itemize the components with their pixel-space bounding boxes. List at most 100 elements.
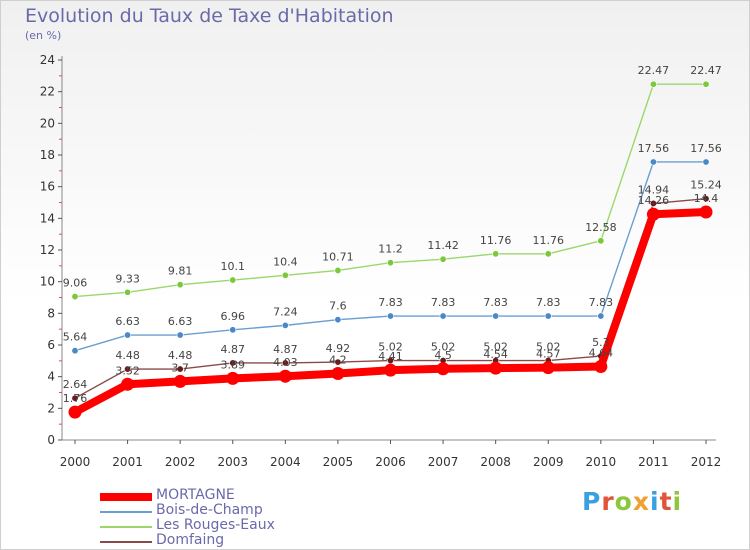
data-point-mortagne: [68, 405, 82, 419]
data-point-les-rouges-eaux: [492, 250, 500, 258]
y-tick-label: 20: [40, 116, 55, 130]
data-point-bois-de-champ: [649, 158, 657, 166]
y-tick-label: 22: [40, 85, 55, 99]
data-label-mortagne: 3.52: [115, 364, 140, 377]
data-label-mortagne: 14.26: [638, 194, 670, 207]
legend-swatch: [100, 526, 152, 528]
data-point-les-rouges-eaux: [176, 281, 184, 289]
logo-letter: i: [650, 487, 660, 516]
legend-swatch: [100, 493, 152, 501]
data-label-domfaing: 5.3: [592, 336, 610, 349]
data-point-les-rouges-eaux: [702, 80, 710, 88]
data-label-domfaing: 5.02: [431, 341, 456, 354]
chart-subtitle: (en %): [25, 29, 62, 42]
y-tick-label: 12: [40, 243, 55, 257]
logo-letter: o: [614, 487, 633, 516]
y-tick-label: 16: [40, 180, 55, 194]
data-point-domfaing: [176, 365, 184, 373]
legend-swatch: [100, 541, 152, 543]
data-label-domfaing: 4.87: [221, 343, 246, 356]
data-point-bois-de-champ: [71, 347, 79, 355]
x-tick-label: 2000: [60, 455, 91, 469]
data-label-domfaing: 15.24: [690, 179, 722, 192]
data-point-bois-de-champ: [439, 312, 447, 320]
data-label-domfaing: 5.02: [536, 341, 561, 354]
y-tick-label: 14: [40, 211, 55, 225]
data-point-domfaing: [281, 359, 289, 367]
proxiti-logo: Proxiti: [582, 487, 682, 516]
data-label-les-rouges-eaux: 9.33: [115, 272, 140, 285]
data-label-domfaing: 4.48: [168, 349, 193, 362]
data-label-domfaing: 5.02: [483, 341, 508, 354]
data-point-domfaing: [124, 365, 132, 373]
data-label-mortagne: 3.89: [221, 358, 246, 371]
data-label-bois-de-champ: 5.64: [63, 331, 88, 344]
data-point-mortagne: [594, 360, 608, 374]
x-tick-label: 2004: [270, 455, 301, 469]
data-point-bois-de-champ: [492, 312, 500, 320]
data-label-domfaing: 4.48: [115, 349, 140, 362]
data-label-les-rouges-eaux: 22.47: [638, 64, 670, 77]
data-label-mortagne: 4.57: [536, 348, 561, 361]
x-tick-label: 2010: [586, 455, 617, 469]
y-tick-label: 0: [47, 433, 55, 447]
legend-label: Domfaing: [156, 532, 225, 548]
x-tick-label: 2008: [480, 455, 511, 469]
data-point-domfaing: [702, 195, 710, 203]
data-label-les-rouges-eaux: 11.2: [378, 243, 403, 256]
data-point-mortagne: [384, 363, 397, 377]
legend-item-bois-de-champ: Bois-de-Champ: [100, 502, 360, 519]
data-label-bois-de-champ: 7.83: [536, 296, 561, 309]
data-label-les-rouges-eaux: 9.06: [63, 277, 88, 290]
legend-swatch: [100, 511, 152, 513]
data-label-domfaing: 2.64: [63, 378, 88, 391]
data-point-domfaing: [229, 359, 237, 367]
chart-title: Evolution du Taux de Taxe d'Habitation: [25, 5, 394, 27]
data-point-bois-de-champ: [229, 326, 237, 334]
logo-letter: t: [659, 487, 673, 516]
data-label-bois-de-champ: 7.83: [378, 296, 403, 309]
data-label-les-rouges-eaux: 11.76: [480, 234, 512, 247]
legend-label: Les Rouges-Eaux: [156, 517, 275, 533]
data-point-bois-de-champ: [597, 312, 605, 320]
data-label-les-rouges-eaux: 10.1: [221, 260, 246, 273]
data-labels: 1.76 3.52 3.7 3.89 4.03 4.2 4.41 4.5 4.54 4.57 4.6…: [63, 64, 722, 405]
data-point-les-rouges-eaux: [544, 250, 552, 258]
data-label-domfaing: 5.02: [378, 341, 403, 354]
logo-letter: P: [582, 487, 602, 516]
data-label-domfaing: 14.94: [638, 183, 670, 196]
data-point-mortagne: [699, 205, 713, 219]
data-point-mortagne: [646, 207, 660, 221]
legend-label: Bois-de-Champ: [156, 502, 263, 518]
data-point-les-rouges-eaux: [71, 293, 79, 301]
data-label-mortagne: 4.5: [434, 349, 452, 362]
data-point-mortagne: [489, 361, 503, 375]
data-label-mortagne: 1.76: [63, 392, 88, 405]
y-tick-label: 24: [40, 53, 55, 67]
data-label-mortagne: 4.03: [273, 356, 298, 369]
data-point-mortagne: [278, 369, 292, 383]
data-label-les-rouges-eaux: 9.81: [168, 265, 193, 278]
data-point-bois-de-champ: [124, 331, 132, 339]
data-point-les-rouges-eaux: [386, 259, 394, 267]
data-point-bois-de-champ: [176, 331, 184, 339]
data-point-les-rouges-eaux: [649, 80, 657, 88]
data-label-mortagne: 4.54: [483, 348, 508, 361]
data-label-bois-de-champ: 7.83: [589, 296, 614, 309]
data-point-bois-de-champ: [334, 316, 342, 324]
data-label-bois-de-champ: 17.56: [690, 142, 722, 155]
data-label-les-rouges-eaux: 22.47: [690, 64, 722, 77]
logo-letter: i: [672, 487, 683, 516]
data-point-mortagne: [436, 362, 450, 376]
data-label-bois-de-champ: 6.63: [168, 315, 193, 328]
data-point-bois-de-champ: [281, 321, 289, 329]
data-point-bois-de-champ: [702, 158, 710, 166]
data-label-les-rouges-eaux: 10.4: [273, 255, 298, 268]
data-point-mortagne: [121, 377, 135, 391]
data-label-mortagne: 4.2: [329, 354, 347, 367]
data-point-les-rouges-eaux: [439, 255, 447, 263]
x-tick-label: 2011: [638, 455, 669, 469]
